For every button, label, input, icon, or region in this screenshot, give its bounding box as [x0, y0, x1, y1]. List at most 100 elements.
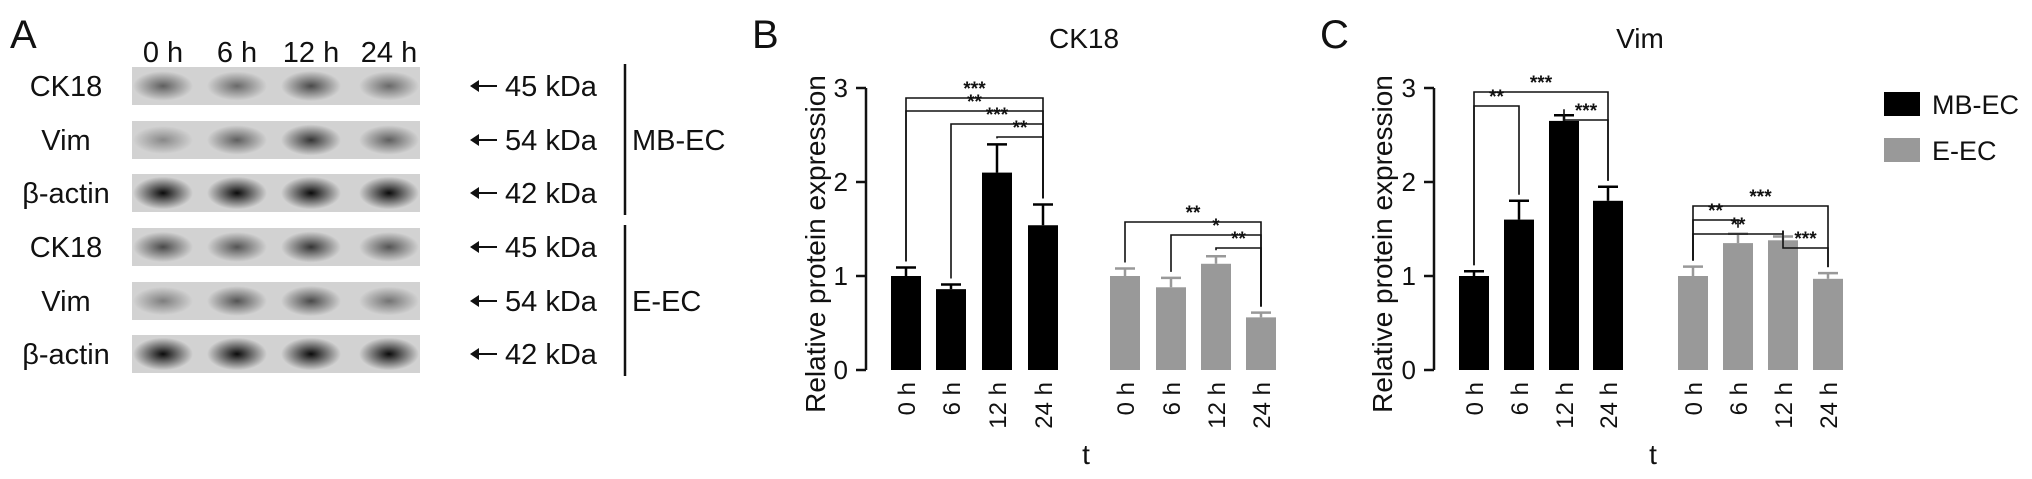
blot-band: [133, 71, 193, 101]
x-tick-label: 6 h: [939, 382, 966, 415]
arrow-head-icon: [470, 241, 479, 253]
legend-label: MB-EC: [1932, 90, 2019, 120]
significance-label: ***: [963, 79, 986, 100]
blot-band: [207, 337, 267, 371]
chart-title: CK18: [1049, 23, 1119, 54]
panel-letter-a: A: [10, 13, 37, 57]
significance-label: **: [1231, 229, 1246, 250]
chart-title: Vim: [1616, 23, 1664, 54]
blot-band: [281, 337, 341, 371]
blot-band: [207, 286, 267, 316]
group-label: E-EC: [632, 286, 701, 318]
bar: [891, 276, 921, 370]
kda-label: 42 kDa: [505, 178, 598, 210]
kda-label: 42 kDa: [505, 339, 598, 371]
group-label: MB-EC: [632, 125, 725, 157]
legend-swatch: [1884, 92, 1920, 116]
significance-label: *: [1212, 216, 1220, 237]
kda-label: 45 kDa: [505, 71, 598, 103]
blot-band: [207, 176, 267, 210]
bar: [1768, 240, 1798, 370]
y-tick-label: 1: [834, 261, 848, 291]
kda-label: 54 kDa: [505, 125, 598, 157]
significance-bracket: [996, 136, 1044, 199]
bar: [1723, 243, 1753, 370]
significance-label: ***: [1575, 101, 1598, 122]
blot-band: [207, 71, 267, 101]
y-tick-label: 0: [834, 355, 848, 385]
arrow-head-icon: [470, 295, 479, 307]
bar: [1110, 276, 1140, 370]
bar: [1246, 317, 1276, 370]
bar: [1593, 200, 1623, 370]
protein-label: Vim: [41, 125, 90, 157]
panel-letter-b: B: [752, 13, 779, 57]
arrow-head-icon: [470, 187, 479, 199]
blot-band: [281, 285, 341, 317]
bar: [1678, 276, 1708, 370]
bar: [1459, 276, 1489, 370]
timepoint-label: 6 h: [217, 37, 257, 69]
x-tick-label: 6 h: [1507, 382, 1534, 415]
protein-label: β-actin: [22, 339, 110, 371]
significance-label: ***: [1749, 187, 1772, 208]
y-tick-label: 0: [1402, 355, 1416, 385]
significance-label: **: [967, 92, 982, 113]
blot-band: [359, 176, 419, 210]
significance-bracket: [1563, 109, 1609, 181]
blot-band: [281, 70, 341, 102]
blot-band: [359, 125, 419, 155]
timepoint-label: 0 h: [143, 37, 183, 69]
bar: [1028, 225, 1058, 370]
bar: [1813, 278, 1843, 370]
significance-label: ***: [1794, 229, 1817, 250]
x-tick-label: 6 h: [1159, 382, 1186, 415]
blot-band: [133, 176, 193, 210]
x-tick-label: 24 h: [1596, 382, 1623, 429]
legend-label: E-EC: [1932, 136, 1997, 166]
x-tick-label: 12 h: [1552, 382, 1579, 429]
significance-label: **: [1186, 203, 1201, 224]
y-tick-label: 1: [1402, 261, 1416, 291]
protein-label: Vim: [41, 286, 90, 318]
blot-band: [281, 124, 341, 156]
bar: [936, 289, 966, 370]
x-tick-label: 0 h: [1462, 382, 1489, 415]
significance-label: ***: [1530, 73, 1553, 94]
blot-band: [133, 337, 193, 371]
blot-band: [281, 176, 341, 210]
blot-band: [133, 126, 193, 154]
blot-band: [359, 71, 419, 101]
blot-band: [207, 125, 267, 155]
significance-label: **: [1708, 201, 1723, 222]
x-tick-label: 12 h: [985, 382, 1012, 429]
bar: [1504, 219, 1534, 370]
y-tick-label: 2: [1402, 167, 1416, 197]
protein-label: β-actin: [22, 178, 110, 210]
timepoint-label: 24 h: [361, 37, 417, 69]
y-axis-label: Relative protein expression: [800, 75, 831, 413]
y-tick-label: 2: [834, 167, 848, 197]
x-tick-label: 24 h: [1816, 382, 1843, 429]
blot-band: [359, 286, 419, 316]
timepoint-label: 12 h: [283, 37, 339, 69]
x-tick-label: 12 h: [1204, 382, 1231, 429]
significance-label: **: [1013, 118, 1028, 139]
blot-band: [359, 232, 419, 262]
significance-bracket: [1215, 247, 1262, 307]
x-tick-label: 0 h: [1113, 382, 1140, 415]
blot-band: [133, 231, 193, 263]
protein-label: CK18: [30, 232, 103, 264]
bar: [1201, 263, 1231, 370]
arrow-head-icon: [470, 80, 479, 92]
significance-label: **: [1731, 215, 1746, 236]
significance-bracket: [1782, 230, 1829, 268]
x-axis-label: t: [1649, 439, 1657, 470]
blot-band: [207, 232, 267, 262]
x-tick-label: 24 h: [1031, 382, 1058, 429]
arrow-head-icon: [470, 134, 479, 146]
x-axis-label: t: [1082, 439, 1090, 470]
